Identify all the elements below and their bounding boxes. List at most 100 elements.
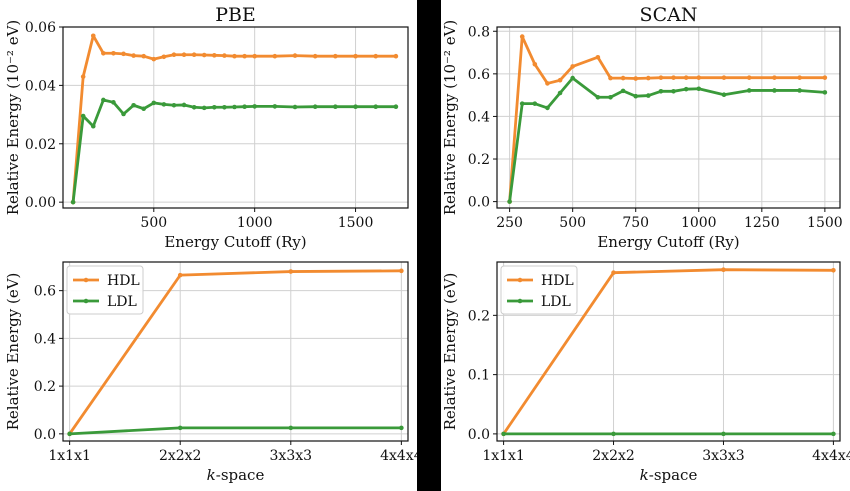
scan_cutoff-series-hdl-point [633,76,639,81]
pbe_cutoff-series-hdl-point [252,53,257,59]
scan_cutoff-series-hdl-point [595,54,601,60]
scan_kspace-ytick-label: 0.0 [468,427,490,443]
pbe_cutoff-series-ldl-point [151,100,157,106]
scan_cutoff-series-ldl-point [721,92,727,98]
pbe_cutoff-xtick-label: 1500 [338,215,374,231]
pbe_cutoff-series-hdl-point [212,53,217,58]
scan_cutoff-series-ldl-point [797,88,802,93]
scan_cutoff-xtick-label: 1000 [681,215,717,231]
pbe_cutoff-series-ldl-point [252,104,257,109]
scan_cutoff-ytick-label: 0.8 [468,24,490,40]
scan_cutoff-series-hdl-point [746,75,752,80]
scan_kspace-series-ldl-point [721,431,726,437]
pbe_kspace-xtick-label: 4x4x4 [380,448,423,464]
pbe_cutoff-series-hdl-point [131,53,136,58]
scan_kspace-series-ldl-point [831,431,836,437]
scan_cutoff-series-hdl-point [822,75,828,80]
scan_kspace-ylabel: Relative Energy (eV) [441,273,459,431]
pbe_cutoff-series-ldl-point [393,104,399,109]
scan_cutoff-title: SCAN [640,4,698,26]
scan_kspace-xtick-label: 3x3x3 [702,448,745,464]
pbe_cutoff-series-ldl-point [333,104,338,109]
pbe_cutoff-series-ldl-point [242,104,247,109]
scan_cutoff-series-hdl-point [557,77,563,83]
pbe_cutoff-series-ldl-point [222,104,227,110]
scan_cutoff-xtick-label: 250 [496,215,523,231]
scan_cutoff-series-ldl-point [532,101,538,106]
scan_cutoff-series-ldl-point [608,94,613,100]
pbe_cutoff-xtick-label: 500 [140,215,167,231]
pbe_cutoff-series-hdl-point [151,56,157,62]
scan_cutoff-xtick-label: 1500 [807,215,843,231]
pbe_cutoff-series-hdl-point [353,53,358,59]
pbe_cutoff-series-hdl-point [80,74,86,79]
scan_cutoff-series-hdl-point [532,61,538,67]
scan_cutoff-series-ldl-point [658,89,664,94]
pbe_cutoff-series-ldl-point [212,104,217,110]
pbe_kspace-plot-frame [62,261,409,442]
pbe_cutoff-xtick-label: 1000 [237,215,273,231]
scan_kspace-legend-marker-hdl [517,277,523,283]
pbe_kspace-ytick-label: 0.6 [34,284,56,300]
pbe_kspace-ytick-label: 0.2 [34,379,56,395]
pbe_cutoff-series-hdl-point [292,53,298,58]
scan_cutoff-series-hdl-point [608,75,613,81]
pbe_cutoff-series-hdl-point [393,53,399,59]
pbe_kspace-xtick-label: 3x3x3 [270,448,313,464]
pbe_cutoff-series-ldl-point [111,100,116,105]
scan_cutoff-series-ldl-point [595,94,601,100]
scan_kspace-legend-label-ldl: LDL [541,294,571,310]
scan_cutoff-series-ldl-point [545,105,550,111]
scan_cutoff-series-hdl-point [696,75,702,80]
pbe_cutoff-series-ldl-point [141,106,147,112]
scan_cutoff-series-ldl-point [696,86,702,92]
scan_cutoff-series-ldl-point [646,93,651,98]
pbe_kspace-xlabel: k-space [207,466,265,484]
pbe_cutoff-series-hdl-point [141,53,147,59]
pbe_cutoff-series-ldl-point [80,113,86,119]
scan_cutoff-xtick-label: 1250 [744,215,780,231]
pbe_kspace-legend-label-hdl: HDL [107,273,140,289]
pbe_kspace-ytick-label: 0.4 [34,331,56,347]
scan_kspace-xlabel: k-space [640,466,698,484]
pbe_cutoff-series-ldl-point [101,97,106,103]
scan_cutoff-ytick-label: 0.4 [468,109,490,125]
scan_cutoff-series-hdl-point [620,75,626,81]
pbe_cutoff-series-ldl-point [373,104,379,109]
scan_kspace-series-hdl-line [502,268,834,435]
pbe_cutoff-series-hdl-point [161,54,167,60]
pbe_cutoff-series-hdl-point [111,50,116,56]
scan_kspace-series-hdl-point [831,267,836,273]
scan_cutoff-ytick-label: 0.0 [468,195,490,211]
scan_cutoff-ytick-label: 0.6 [468,67,490,83]
scan_kspace-xtick-label: 1x1x1 [482,448,525,464]
scan_cutoff-series-hdl-point [772,75,777,80]
pbe_cutoff-series-hdl-point [232,53,237,59]
pbe_cutoff-series-ldl-point [90,123,96,129]
pbe_kspace-series-ldl-line [69,426,402,436]
scan_cutoff-series-ldl-point [620,88,626,94]
scan_cutoff-series-ldl-point [822,90,828,95]
pbe_cutoff-series-ldl-point [121,111,126,117]
pbe_cutoff-series-hdl-point [181,52,187,58]
pbe_cutoff-ytick-label: 0.06 [25,20,56,36]
pbe_cutoff-series-ldl-point [191,104,197,110]
scan_cutoff-series-ldl-point [772,88,777,93]
scan_cutoff-xtick-label: 500 [559,215,586,231]
scan_cutoff-series-ldl-point [671,89,676,94]
pbe_cutoff-series-hdl-point [101,50,106,56]
pbe_kspace-xtick-label: 2x2x2 [159,448,202,464]
pbe_kspace-series-ldl-point [177,425,183,431]
scan_cutoff-series-hdl-point [658,75,664,80]
pbe_cutoff-series-hdl-point [171,52,177,58]
pbe_cutoff-series-ldl-point [70,199,76,205]
pbe_cutoff-series-hdl-line [71,34,396,203]
scan_kspace-legend-label-hdl: HDL [541,273,574,289]
scan_cutoff-series-ldl-point [683,86,689,92]
pbe_cutoff-xlabel: Energy Cutoff (Ry) [164,233,306,251]
scan_cutoff-series-hdl-point [646,75,651,81]
pbe_kspace-legend-marker-hdl [83,277,89,283]
scan_kspace-legend-marker-ldl [517,298,523,304]
scan_kspace-xtick-label: 2x2x2 [592,448,635,464]
